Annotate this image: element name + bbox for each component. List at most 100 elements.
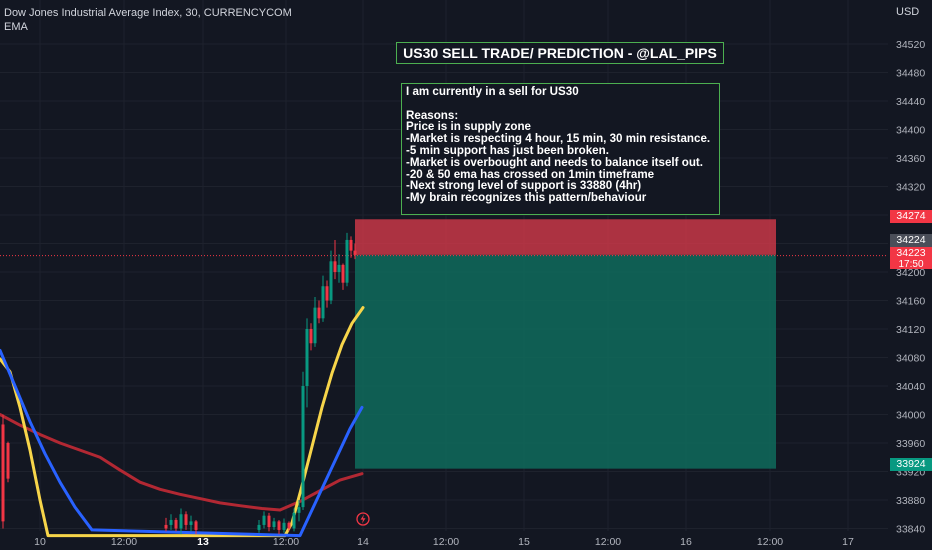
- ema-line: [0, 413, 364, 512]
- candle-body: [321, 286, 325, 319]
- price-tick-label: 34120: [896, 324, 925, 336]
- note-title-box[interactable]: US30 SELL TRADE/ PREDICTION - @LAL_PIPS: [396, 42, 724, 64]
- time-tick-label: 16: [680, 536, 692, 548]
- candle-body: [329, 261, 333, 301]
- candle-body: [317, 307, 321, 319]
- candle: [333, 239, 337, 280]
- position-zones[interactable]: [0, 219, 888, 469]
- time-tick-label: 12:00: [433, 536, 459, 548]
- candle: [257, 519, 261, 533]
- candle: [337, 254, 341, 283]
- time-tick-label: 10: [34, 536, 46, 548]
- candle: [349, 236, 353, 258]
- candle: [345, 232, 349, 287]
- candle: [277, 519, 281, 535]
- take-profit-zone: [355, 254, 776, 469]
- candle: [353, 243, 357, 260]
- ema-line: [0, 306, 365, 538]
- candle-body: [305, 329, 309, 386]
- candle: [282, 518, 286, 533]
- candle-body: [272, 521, 276, 528]
- candle: [313, 296, 317, 347]
- lightning-icon[interactable]: [356, 512, 370, 526]
- time-tick-label: 13: [197, 536, 209, 548]
- candle-body: [194, 521, 198, 530]
- candle-body: [353, 250, 357, 255]
- candle-body: [341, 264, 345, 283]
- price-tick-label: 34440: [896, 96, 925, 108]
- time-tick-label: 15: [518, 536, 530, 548]
- price-tick-label: 34480: [896, 68, 925, 80]
- candle: [272, 517, 276, 530]
- indicator-label[interactable]: EMA: [4, 21, 28, 33]
- price-tick-label: 34160: [896, 296, 925, 308]
- price-tick-label: 34520: [896, 39, 925, 51]
- time-tick-label: 12:00: [273, 536, 299, 548]
- candle-body: [169, 519, 173, 525]
- candle: [179, 508, 183, 535]
- note-body-box[interactable]: I am currently in a sell for US30 Reason…: [401, 83, 720, 215]
- candle-body: [287, 522, 291, 529]
- candle: [169, 514, 173, 530]
- candle: [189, 515, 193, 532]
- price-tick-label: 34360: [896, 153, 925, 165]
- candle: [267, 512, 271, 532]
- symbol-title: Dow Jones Industrial Average Index, 30, …: [4, 7, 292, 19]
- candle-body: [282, 522, 286, 530]
- current-price-badge: 34223 17:50: [890, 247, 932, 270]
- candle-body: [313, 307, 317, 344]
- time-axis[interactable]: 10 12:00 13 12:00 14 12:00 15 12:00 16 12:00 17: [34, 536, 854, 548]
- candle: [325, 280, 329, 308]
- candle: [194, 519, 198, 535]
- candle-body: [333, 261, 337, 272]
- candle: [341, 263, 345, 290]
- candle: [174, 517, 178, 532]
- candle-body: [164, 524, 168, 529]
- candle-body: [301, 386, 305, 508]
- candle-body: [184, 514, 188, 525]
- last-price-badge: 34224: [890, 234, 932, 247]
- candle: [329, 250, 333, 305]
- candle: [1, 414, 5, 529]
- countdown-label: 17:50: [898, 259, 924, 270]
- candle-body: [349, 239, 353, 251]
- candles: [1, 232, 357, 535]
- candle-body: [325, 286, 329, 301]
- time-tick-label: 14: [357, 536, 369, 548]
- candle-body: [189, 521, 193, 525]
- candle-body: [345, 239, 349, 283]
- price-tick-label: 34200: [896, 267, 925, 279]
- candle-body: [174, 519, 178, 529]
- candle: [287, 521, 291, 532]
- stop-loss-zone: [355, 219, 776, 255]
- candle-body: [257, 524, 261, 530]
- candle: [297, 500, 301, 522]
- candle: [292, 508, 296, 532]
- candle-body: [262, 515, 266, 525]
- candle-body: [6, 443, 10, 479]
- price-tick-label: 33960: [896, 438, 925, 450]
- candle-body: [267, 515, 271, 528]
- candle: [321, 275, 325, 322]
- candle-body: [292, 512, 296, 529]
- time-tick-label: 12:00: [111, 536, 137, 548]
- time-tick-label: 12:00: [595, 536, 621, 548]
- candle: [6, 441, 10, 483]
- current-price-label: 34223: [896, 247, 926, 259]
- price-tick-label: 34000: [896, 410, 925, 422]
- price-tick-label: 34040: [896, 381, 925, 393]
- candle: [309, 323, 313, 351]
- stop-price-badge: 34274: [890, 210, 932, 223]
- price-tick-label: 33880: [896, 495, 925, 507]
- candle: [184, 511, 188, 530]
- currency-label: USD: [896, 6, 920, 18]
- candle-body: [297, 507, 301, 513]
- price-tick-label: 33840: [896, 524, 925, 536]
- candle-body: [179, 514, 183, 529]
- candle: [262, 511, 266, 529]
- price-tick-label: 34080: [896, 353, 925, 365]
- price-tick-label: 34400: [896, 125, 925, 137]
- candle: [164, 517, 168, 532]
- ema-lines: [0, 306, 365, 538]
